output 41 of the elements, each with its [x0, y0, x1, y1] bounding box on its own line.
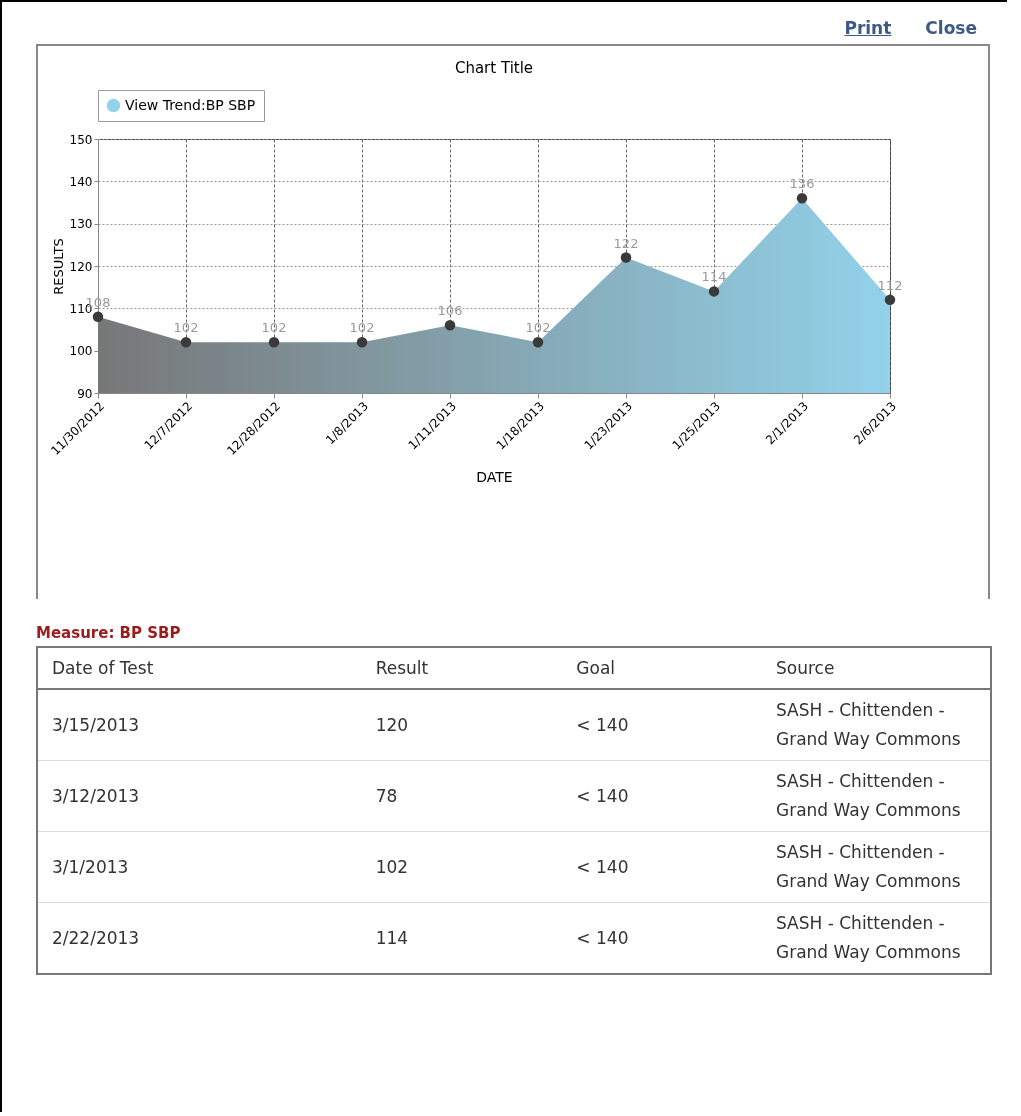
- chart-title: Chart Title: [454, 58, 534, 77]
- text: 78: [361, 760, 563, 832]
- y-tick-label: 120: [69, 259, 93, 274]
- data-label: 102: [261, 320, 287, 336]
- data-label: 102: [525, 320, 551, 336]
- text: < 140: [562, 760, 762, 832]
- data-label: 106: [437, 303, 463, 319]
- data-label: 114: [701, 269, 727, 285]
- y-tick-label: 100: [69, 344, 93, 359]
- y-axis-title: RESULTS: [50, 238, 66, 295]
- category-label: Source: [762, 647, 991, 689]
- category-label: Date of Test: [37, 647, 362, 689]
- text: SASH - Chittenden - Grand Way Commons: [762, 760, 991, 832]
- text: SASH - Chittenden - Grand Way Commons: [762, 831, 991, 903]
- data-label: 102: [349, 320, 375, 336]
- text: SASH - Chittenden - Grand Way Commons: [762, 902, 991, 974]
- data-label: 102: [173, 320, 199, 336]
- x-axis-title: DATE: [476, 469, 513, 486]
- y-tick-label: 90: [77, 386, 93, 401]
- text: 2/22/2013: [37, 902, 362, 974]
- category-label: Result: [361, 647, 563, 689]
- text: < 140: [562, 689, 762, 761]
- text: < 140: [562, 831, 762, 903]
- text: < 140: [562, 902, 762, 974]
- data-label: 136: [789, 176, 815, 192]
- text: 102: [361, 831, 563, 903]
- y-tick-label: 140: [69, 174, 93, 189]
- text: Close: [925, 18, 977, 38]
- text: Print: [844, 18, 892, 38]
- y-tick-label: 130: [69, 217, 93, 232]
- legend-label: View Trend:BP SBP: [125, 96, 256, 113]
- text: 114: [361, 902, 563, 974]
- text: SASH - Chittenden - Grand Way Commons: [762, 689, 991, 761]
- text: 3/12/2013: [37, 760, 362, 832]
- text: Measure: BP SBP: [36, 624, 182, 642]
- y-tick-label: 150: [69, 132, 93, 147]
- text: 3/1/2013: [37, 831, 362, 903]
- text: 120: [361, 689, 563, 761]
- text: 3/15/2013: [37, 689, 362, 761]
- category-label: Goal: [562, 647, 762, 689]
- data-label: 122: [613, 235, 639, 251]
